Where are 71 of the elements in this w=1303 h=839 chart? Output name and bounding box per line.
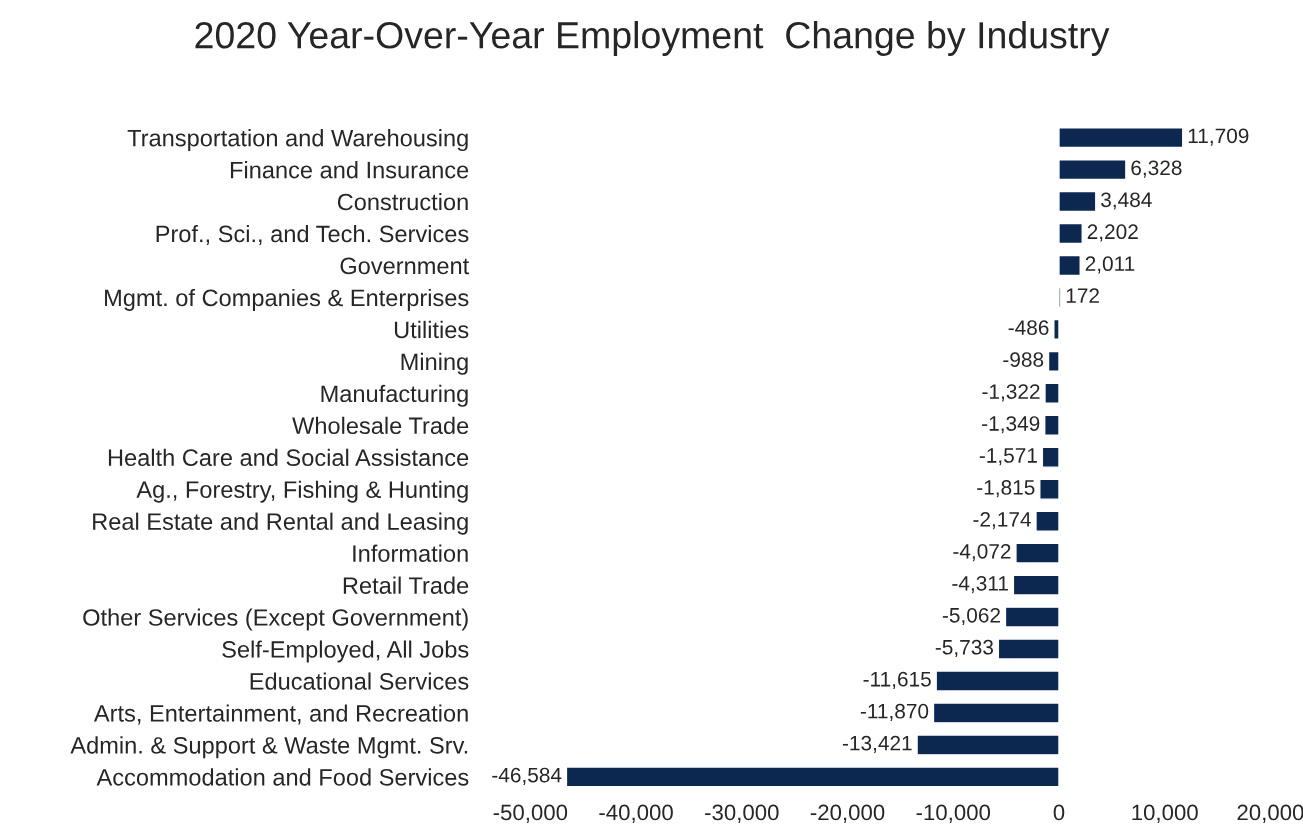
y-tick-label: Ag., Forestry, Fishing & Hunting	[136, 480, 468, 503]
bar	[565, 766, 1060, 788]
bar	[1053, 318, 1060, 341]
data-label: -486	[1008, 320, 1049, 335]
data-label: -46,584	[492, 767, 562, 785]
data-label: -1,571	[979, 448, 1037, 466]
data-label: 2,011	[1085, 256, 1135, 274]
y-tick-label: Transportation and Warehousing	[127, 129, 468, 152]
bar	[1058, 127, 1184, 149]
data-label: -11,870	[860, 703, 929, 721]
data-label: -11,615	[863, 671, 931, 690]
y-tick-label: Prof., Sci., and Tech. Services	[156, 224, 469, 246]
data-label: 172	[1066, 288, 1099, 303]
data-label: 2,202	[1087, 224, 1138, 242]
x-tick-label: 20,000	[1237, 804, 1303, 823]
bar	[1058, 222, 1083, 245]
data-label: -4,311	[952, 575, 1008, 594]
bar	[1044, 414, 1060, 436]
data-label: -1,322	[982, 384, 1040, 402]
y-tick-label: Wholesale Trade	[292, 416, 469, 435]
y-tick-label: Other Services (Except Government)	[83, 608, 468, 631]
bar	[1012, 574, 1060, 596]
x-tick-label: 0	[1053, 804, 1065, 821]
x-tick-label: -10,000	[916, 804, 991, 823]
y-tick-label: Manufacturing	[321, 384, 468, 407]
x-tick-label: -50,000	[493, 804, 568, 823]
data-label: -5,062	[942, 607, 1000, 626]
bar	[1058, 190, 1097, 213]
bar	[1041, 446, 1060, 468]
bar	[997, 638, 1060, 660]
chart-title: 2020 Year-Over-Year Employment Change by Industry	[195, 20, 1110, 56]
y-tick-label: Utilities	[394, 320, 469, 339]
bar	[1039, 478, 1060, 500]
y-tick-label: Government	[340, 257, 470, 275]
data-label: -1,815	[977, 480, 1035, 498]
bar	[1058, 254, 1081, 277]
bar	[1004, 606, 1060, 628]
y-tick-label: Mining	[401, 352, 468, 375]
x-tick-label: -30,000	[705, 804, 779, 823]
bar	[1015, 542, 1060, 564]
data-label: -988	[1003, 352, 1044, 367]
y-tick-label: Finance and Insurance	[230, 161, 469, 179]
y-tick-label: Real Estate and Rental and Leasing	[93, 512, 468, 535]
y-tick-label: Construction	[337, 193, 468, 211]
x-tick-label: 10,000	[1132, 804, 1198, 823]
x-tick-label: -20,000	[810, 804, 885, 823]
data-label: -5,733	[935, 639, 993, 658]
y-tick-label: Information	[353, 544, 468, 562]
y-tick-label: Mgmt. of Companies & Enterprises	[105, 288, 469, 311]
bar	[916, 734, 1060, 756]
bar	[1047, 350, 1060, 372]
data-label: 6,328	[1131, 160, 1182, 178]
data-label: -1,349	[982, 416, 1040, 434]
data-label: 11,709	[1188, 128, 1249, 146]
y-tick-label: Arts, Entertainment, and Recreation	[93, 704, 468, 725]
data-label: 3,484	[1101, 192, 1152, 210]
data-label: -4,072	[953, 543, 1011, 562]
y-tick-label: Self-Employed, All Jobs	[222, 640, 469, 663]
data-label: -13,421	[842, 735, 912, 753]
data-label: -2,174	[973, 512, 1031, 530]
y-tick-label: Admin. & Support & Waste Mgmt. Srv.	[70, 736, 468, 759]
bar	[932, 702, 1060, 724]
bar	[1058, 158, 1127, 181]
y-tick-label: Educational Services	[250, 672, 469, 690]
bar	[935, 670, 1060, 692]
bar	[1035, 510, 1060, 532]
y-tick-label: Retail Trade	[343, 576, 469, 594]
bar	[1044, 382, 1060, 404]
y-tick-label: Health Care and Social Assistance	[108, 448, 469, 467]
y-tick-label: Accommodation and Food Services	[96, 768, 469, 786]
x-tick-label: -40,000	[599, 804, 673, 823]
